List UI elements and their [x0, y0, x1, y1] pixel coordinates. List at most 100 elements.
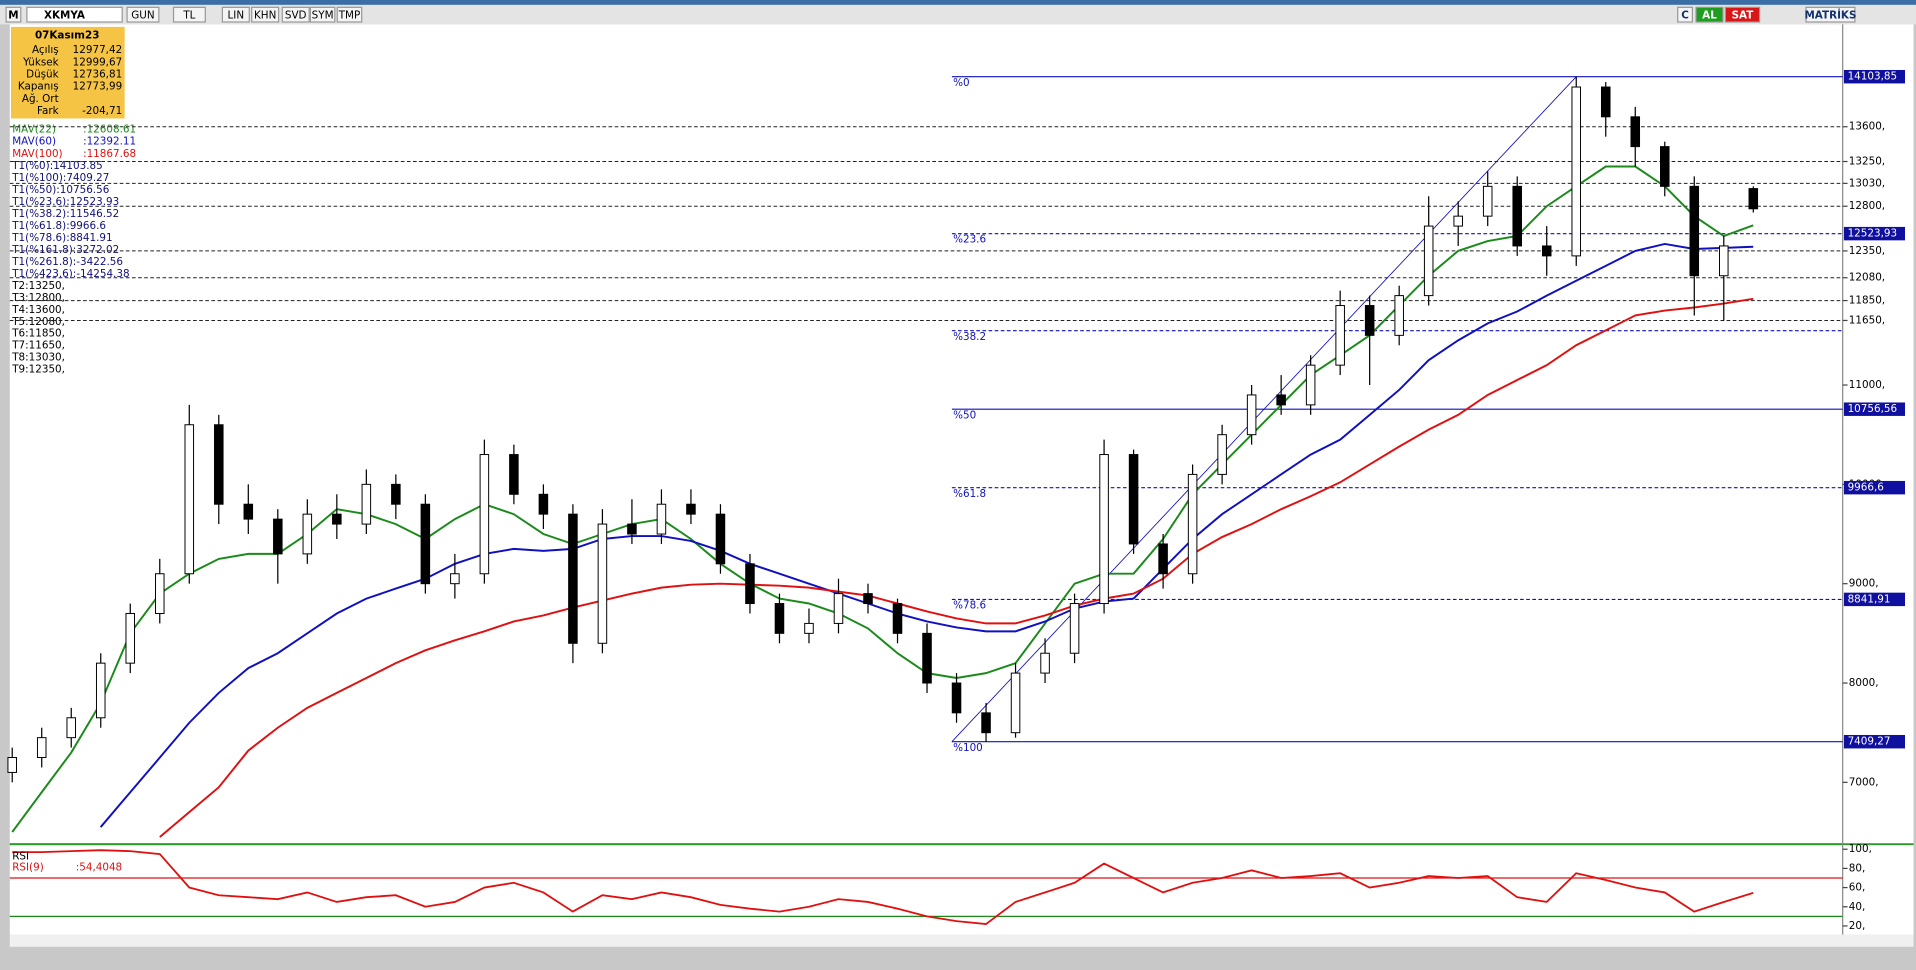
- toolbar-button[interactable]: [172, 6, 206, 23]
- toolbar-button[interactable]: [5, 6, 22, 23]
- ma-line: [11, 165, 1754, 833]
- toolbar-button[interactable]: [1805, 6, 1856, 23]
- info-value: 12999,67: [73, 56, 123, 68]
- toolbar-button[interactable]: [1677, 6, 1693, 23]
- toolbar-button[interactable]: [251, 6, 280, 23]
- toolbar-label: GUN: [131, 9, 154, 21]
- rsi-last: :54,4048: [76, 861, 122, 873]
- candle-body: [745, 563, 755, 605]
- fib-axis-box: [1843, 69, 1906, 84]
- level-text: T7:11650,: [11, 340, 65, 352]
- toolbar-button[interactable]: [26, 6, 123, 23]
- toolbar-label: TL: [182, 9, 195, 21]
- info-label: Düşük: [26, 69, 59, 81]
- fib-trend-line: [951, 76, 1577, 742]
- rsi-tick-label: 40,: [1849, 901, 1866, 913]
- toolbar-button[interactable]: [126, 6, 160, 23]
- y-tick-label: 13030,: [1849, 177, 1885, 189]
- candle-body: [1660, 146, 1670, 187]
- candle-body: [66, 717, 77, 739]
- toolbar-label: MATRİKS: [1804, 7, 1856, 21]
- fib-axis-label: 10756,56: [1848, 403, 1898, 415]
- fib-text: T1(%100):7409.27: [11, 172, 109, 184]
- candle-body: [1482, 185, 1493, 217]
- fib-label: %38.2: [953, 331, 986, 343]
- candle-body: [922, 632, 932, 684]
- candle-body: [361, 483, 372, 525]
- fib-text: T1(%50):10756.56: [11, 184, 109, 196]
- candle-body: [1512, 185, 1522, 247]
- toolbar-button[interactable]: [309, 6, 336, 23]
- legend-value: :11867.68: [83, 148, 136, 160]
- toolbar-label: SYM: [312, 9, 334, 21]
- fib-axis-box: [1843, 226, 1906, 241]
- legend-name: MAV(22): [12, 123, 56, 135]
- toolbar-button[interactable]: [336, 6, 363, 23]
- candle-body: [568, 513, 578, 644]
- candle-body: [214, 424, 224, 505]
- toolbar-button[interactable]: [281, 6, 310, 23]
- candle-body: [1719, 245, 1729, 277]
- price-pane: [9, 24, 1843, 843]
- fib-label: %61.8: [953, 488, 986, 500]
- level-text: T9:12350,: [11, 364, 65, 376]
- legend-value: :12608.61: [83, 123, 136, 135]
- candle-body: [1069, 603, 1080, 654]
- level-text: T2:13250,: [11, 280, 65, 292]
- candle-body: [1571, 86, 1582, 257]
- toolbar-label: LIN: [228, 9, 245, 21]
- toolbar-button[interactable]: [221, 6, 250, 23]
- candle-body: [273, 518, 283, 555]
- info-label: Açılış: [32, 44, 59, 56]
- fib-text: T1(%38.2):11546.52: [11, 208, 119, 220]
- candle-body: [1040, 652, 1050, 674]
- candle-body: [155, 573, 165, 614]
- title-strip: [0, 0, 1916, 5]
- fib-label: %0: [953, 77, 969, 89]
- candle-body: [1276, 394, 1286, 406]
- info-value: 12977,42: [73, 44, 123, 56]
- candle-body: [597, 523, 608, 644]
- toolbar-button[interactable]: [1724, 6, 1761, 23]
- candle-body: [627, 523, 637, 535]
- rsi-pane: [9, 845, 1843, 935]
- info-label: Kapanış: [18, 81, 59, 93]
- rsi-tick-label: 20,: [1849, 920, 1866, 932]
- level-text: T3:12800,: [11, 292, 65, 304]
- fib-axis-box: [1843, 402, 1906, 416]
- candle-body: [1335, 305, 1345, 366]
- toolbar-label: TMP: [338, 9, 361, 21]
- fib-text: T1(%423.6):-14254.38: [11, 268, 129, 280]
- toolbar-label: C: [1681, 9, 1689, 21]
- candle-body: [804, 622, 814, 634]
- candle-body: [420, 503, 431, 585]
- candle-body: [1217, 434, 1227, 475]
- toolbar-button[interactable]: [1695, 6, 1724, 23]
- candle-body: [1453, 215, 1463, 227]
- toolbar-label: AL: [1702, 9, 1717, 21]
- candle-body: [125, 612, 136, 664]
- candle-body: [1423, 225, 1434, 297]
- candle-body: [715, 513, 726, 565]
- fib-axis-box: [1843, 734, 1906, 749]
- fib-axis-box: [1843, 592, 1906, 607]
- fib-text: T1(%261.8):-3422.56: [11, 256, 123, 268]
- y-tick-label: 12350,: [1849, 245, 1885, 257]
- candle-body: [509, 454, 519, 495]
- candle-body: [332, 513, 342, 525]
- toolbar-label: KHN: [254, 9, 276, 21]
- candle-body: [1158, 543, 1168, 575]
- fib-text: T1(%0):14103.85: [11, 160, 103, 172]
- candle-body: [1305, 364, 1316, 406]
- toolbar-label: SAT: [1732, 9, 1755, 21]
- candle-body: [95, 662, 106, 719]
- rsi-title: RSI: [12, 850, 29, 862]
- toolbar-label: M: [8, 9, 18, 21]
- y-tick-label: 11650,: [1849, 314, 1885, 326]
- fib-text: T1(%61.8):9966.6: [11, 220, 106, 232]
- candle-body: [892, 603, 903, 634]
- candle-body: [391, 483, 401, 505]
- candle-body: [1099, 454, 1109, 605]
